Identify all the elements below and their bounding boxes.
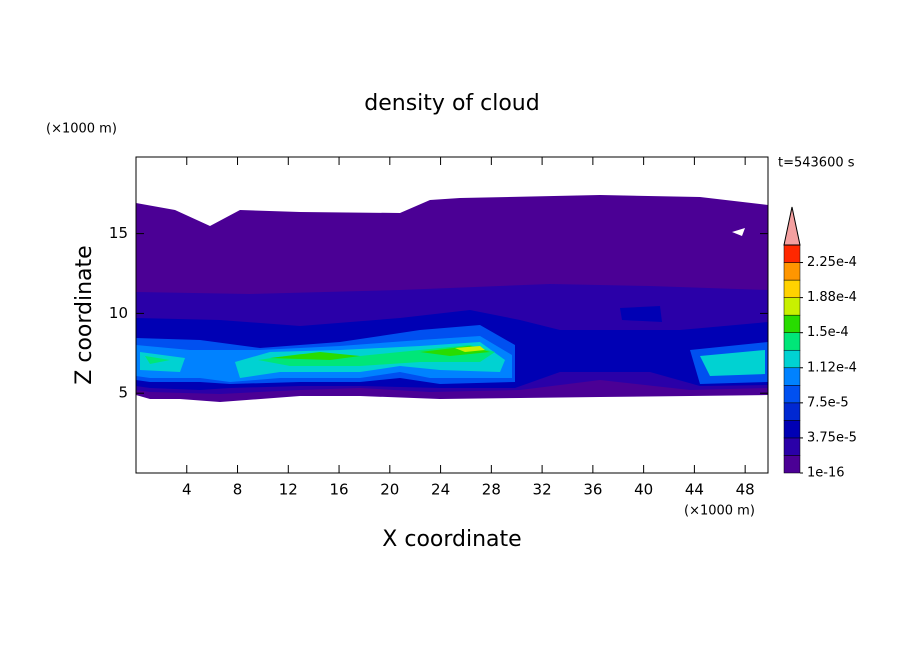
cloud-region <box>455 346 485 352</box>
y-tick-label: 5 <box>118 384 128 402</box>
colorbar-tick-label: 1.12e-4 <box>807 360 857 375</box>
colorbar-tick-label: 3.75e-5 <box>807 430 857 445</box>
x-tick-label: 16 <box>330 481 349 499</box>
y-tick-label: 15 <box>109 224 128 242</box>
colorbar-band <box>783 279 801 298</box>
x-tick-label: 12 <box>279 481 298 499</box>
colorbar-tick-label: 2.25e-4 <box>807 255 857 270</box>
y-axis-title: Z coordinate <box>72 245 97 384</box>
x-tick-label: 8 <box>233 481 243 499</box>
x-tick-label: 36 <box>583 481 602 499</box>
x-tick-label: 44 <box>685 481 704 499</box>
cloud-region <box>620 306 662 322</box>
colorbar-band <box>783 349 801 369</box>
x-tick-label: 28 <box>482 481 501 499</box>
colorbar-band <box>783 262 801 281</box>
colorbar-band <box>783 332 801 351</box>
colorbar-band <box>783 455 801 474</box>
x-unit: (×1000 m) <box>684 504 755 519</box>
colorbar-extension <box>783 206 801 246</box>
colorbar-tick-label: 7.5e-5 <box>807 395 849 410</box>
colorbar-tick-label: 1e-16 <box>807 466 845 481</box>
chart-title: density of cloud <box>364 91 539 116</box>
colorbar-band <box>783 297 801 316</box>
x-tick-label: 32 <box>533 481 552 499</box>
colorbar-band <box>783 244 801 263</box>
colorbar-band <box>783 402 801 421</box>
colorbar-tick-label: 1.88e-4 <box>807 290 857 305</box>
plot-frame <box>135 156 769 474</box>
x-tick-label: 4 <box>182 481 192 499</box>
colorbar-tick-label: 1.5e-4 <box>807 325 849 340</box>
colorbar-band <box>783 367 801 386</box>
cloud-region <box>270 346 490 360</box>
x-tick-label: 40 <box>634 481 653 499</box>
x-axis-title: X coordinate <box>382 527 521 552</box>
colorbar-band <box>783 314 801 333</box>
y-tick-label: 10 <box>109 304 128 322</box>
y-unit: (×1000 m) <box>46 122 117 137</box>
contour-field <box>136 195 768 402</box>
colorbar-band <box>783 420 801 439</box>
colorbar-band <box>783 437 801 456</box>
x-tick-label: 24 <box>431 481 450 499</box>
cloud-region <box>732 228 745 236</box>
colorbar-band <box>783 385 801 404</box>
x-tick-label: 20 <box>380 481 399 499</box>
x-tick-label: 48 <box>736 481 755 499</box>
time-label: t=543600 s <box>778 156 855 171</box>
